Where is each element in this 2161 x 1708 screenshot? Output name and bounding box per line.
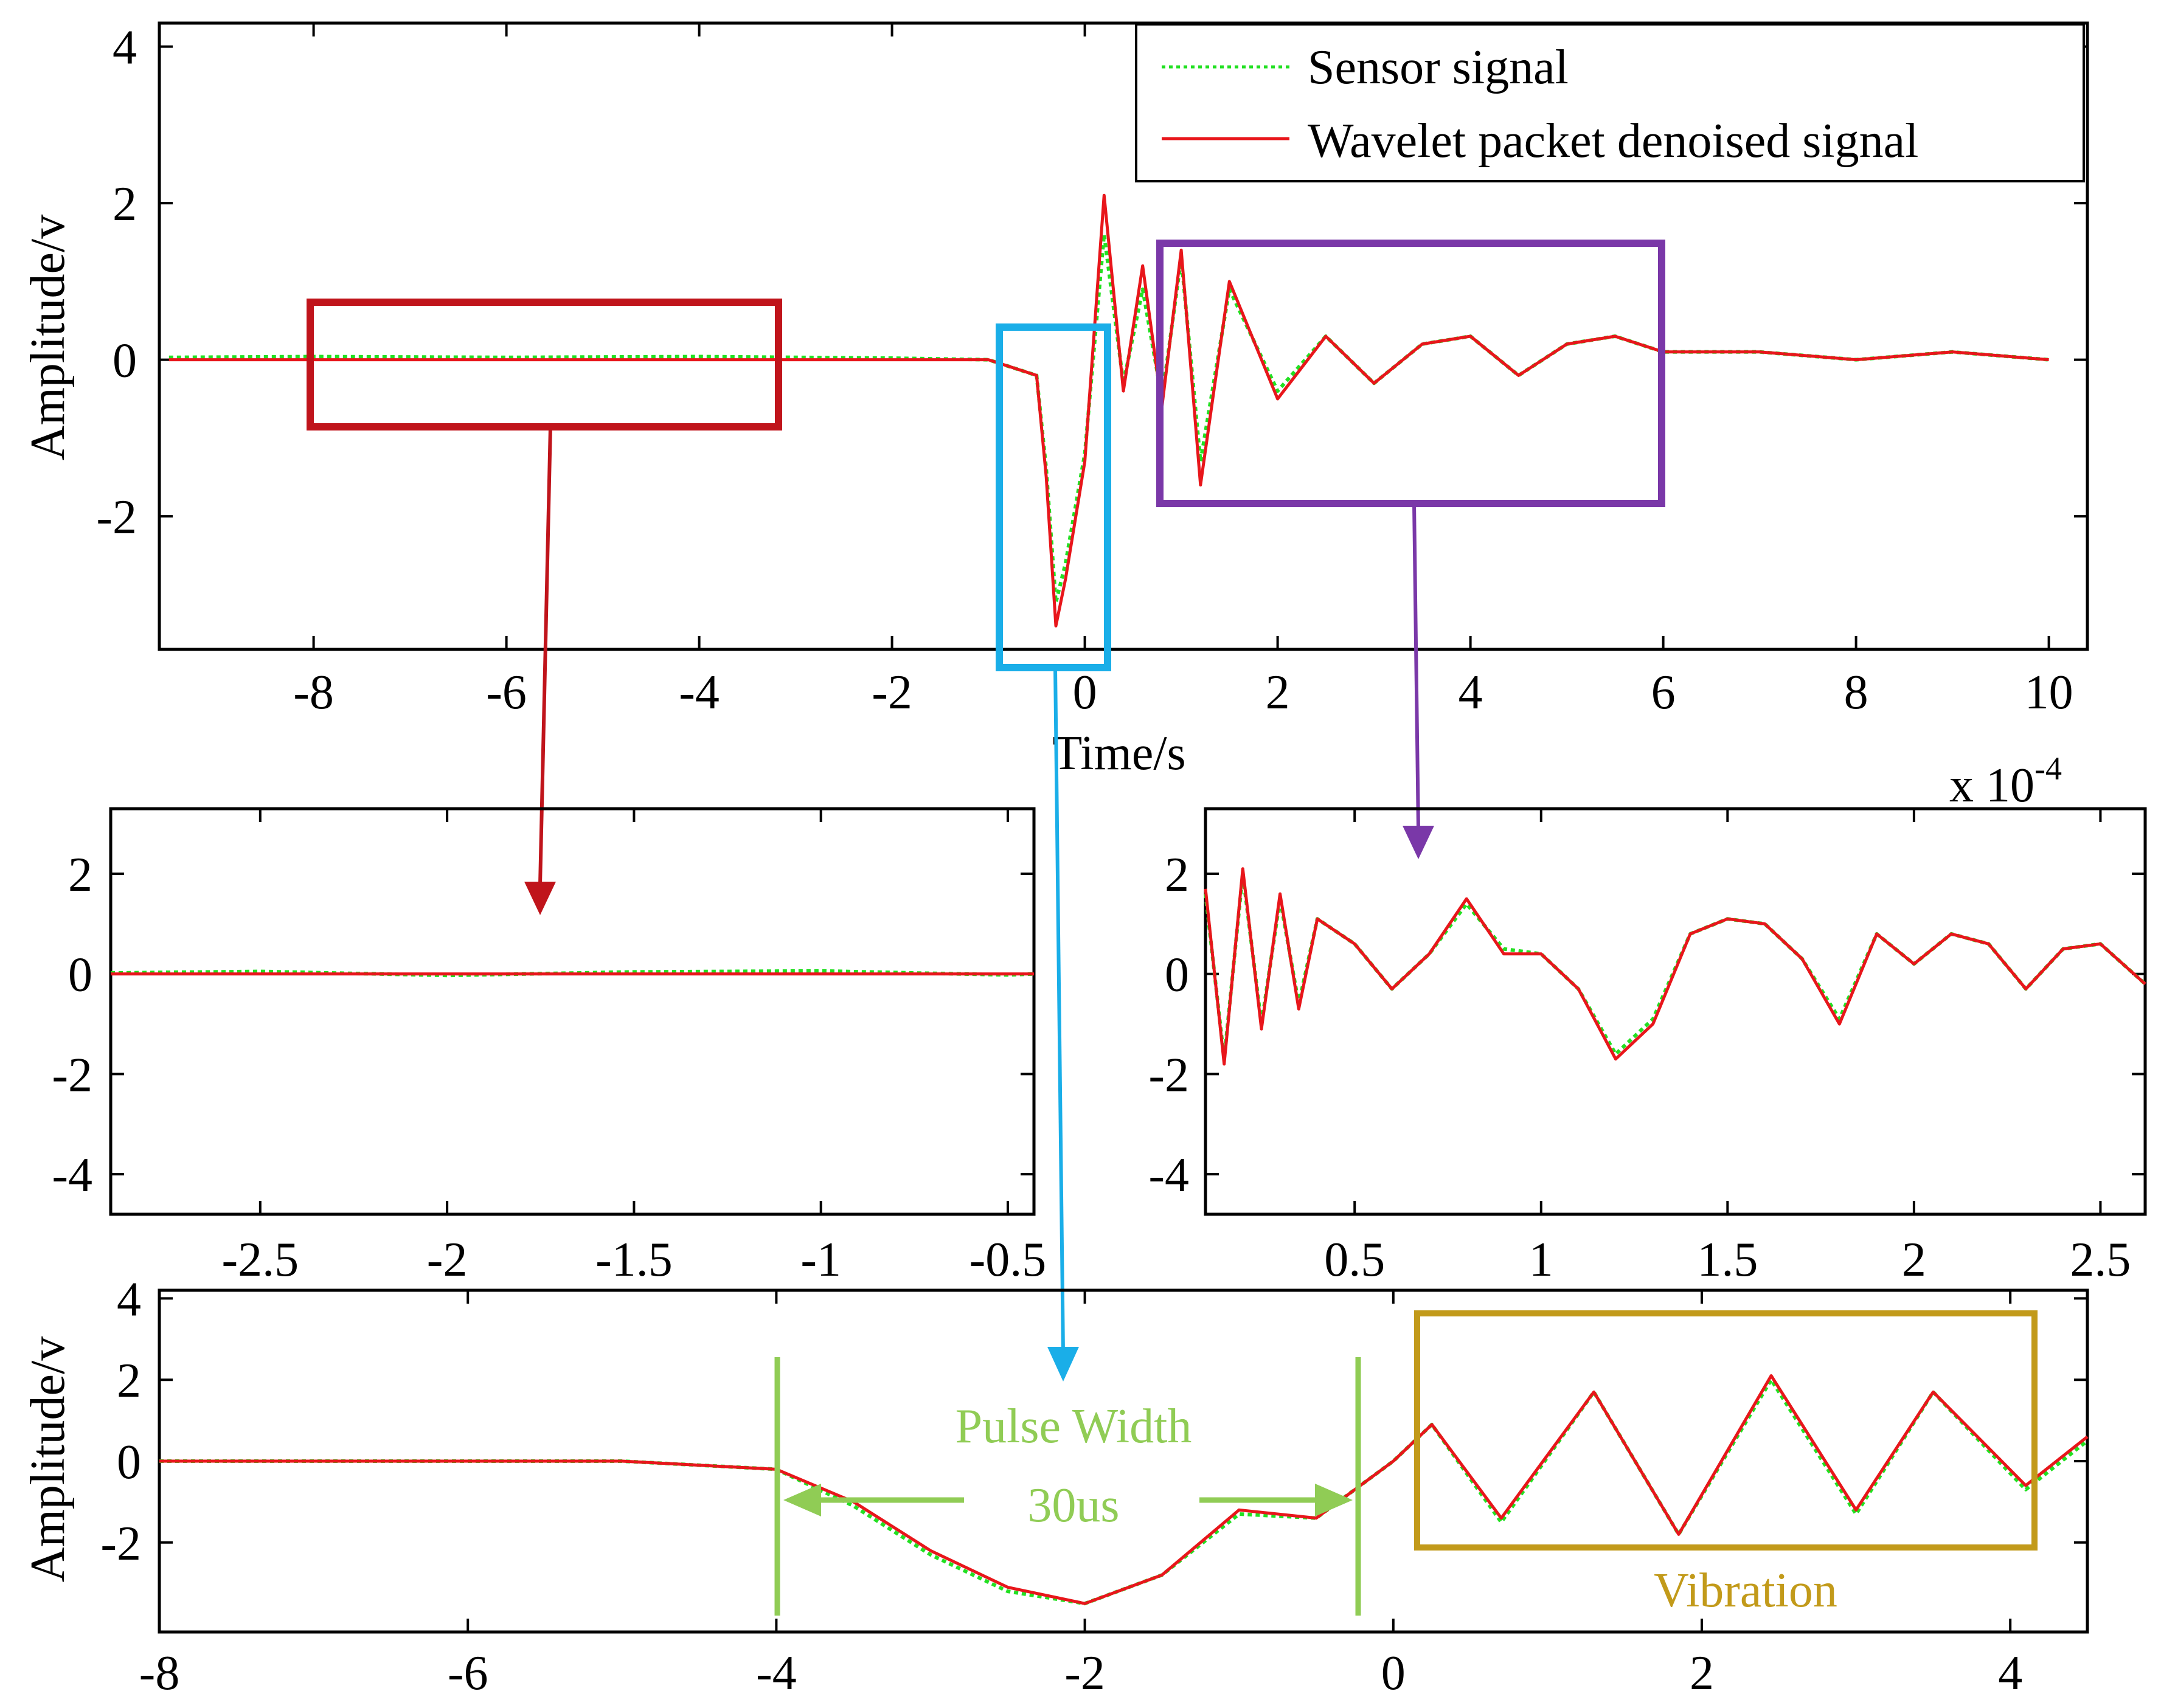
main-y-tick-label: 0 bbox=[113, 334, 137, 388]
zoomR-x-tick-label: 2 bbox=[1902, 1233, 1926, 1287]
zoomR-x-tick-label: 0.5 bbox=[1324, 1233, 1385, 1287]
highlight-box-oscillation bbox=[1156, 240, 1665, 507]
pulse-y-tick-label: -2 bbox=[100, 1517, 141, 1571]
zoomR-y-tick-label: 0 bbox=[1165, 949, 1189, 1002]
zoomL-x-tick-label: -1 bbox=[800, 1233, 841, 1287]
zoomL-x-tick-label: -2.5 bbox=[222, 1233, 299, 1287]
zoomR-x-tick-label: 2.5 bbox=[2070, 1233, 2131, 1287]
zoomR-x-tick-label: 1.5 bbox=[1697, 1233, 1758, 1287]
legend-denoised-label: Wavelet packet denoised signal bbox=[1308, 114, 1918, 168]
main-x-tick-label: 8 bbox=[1844, 666, 1868, 719]
zoomL-y-tick-label: -2 bbox=[52, 1048, 92, 1102]
pulse-series-denoised bbox=[159, 1374, 2089, 1605]
arrow-oscillation-head bbox=[1403, 826, 1434, 859]
pulse-y-label: Amplitude/v bbox=[21, 1336, 75, 1582]
pulse-width-label: Pulse Width bbox=[956, 1400, 1192, 1453]
zoomR-y-tick-label: -2 bbox=[1148, 1048, 1189, 1102]
arrow-oscillation-line bbox=[1412, 503, 1420, 831]
highlight-box-noise bbox=[307, 299, 782, 430]
highlight-box-pulse bbox=[996, 323, 1111, 671]
zoomR-y-tick-label: 2 bbox=[1165, 848, 1189, 902]
main-y-tick-label: 2 bbox=[113, 178, 137, 231]
zoom-left-frame bbox=[109, 807, 1036, 1216]
main-x-tick-label: -6 bbox=[486, 666, 527, 719]
pulse-x-tick-label: 2 bbox=[1690, 1647, 1714, 1700]
pulse-x-tick-label: -2 bbox=[1064, 1647, 1105, 1700]
zoomL-y-tick-label: -4 bbox=[52, 1149, 92, 1202]
pulse-series-sensor bbox=[159, 1378, 2089, 1606]
pulse-y-tick-label: 4 bbox=[117, 1273, 141, 1326]
main-x-tick-label: 6 bbox=[1651, 666, 1676, 719]
pulse-x-tick-label: -4 bbox=[756, 1647, 797, 1700]
main-x-tick-label: 0 bbox=[1073, 666, 1097, 719]
pulse-chart: -8 -6 -4 -2 0 2 4 -2 0 2 4 Amplitude/v Pulse Width… bbox=[21, 1273, 2089, 1700]
main-plot-frame bbox=[158, 21, 2089, 651]
zoomR-x-tick-label: 1 bbox=[1529, 1233, 1553, 1287]
pulse-x-tick-label: -8 bbox=[139, 1647, 180, 1700]
arrow-pulse-line bbox=[1053, 667, 1065, 1354]
zoom-right-frame bbox=[1204, 807, 2147, 1216]
main-x-label: Time/s bbox=[1052, 727, 1185, 780]
zoom-left-chart: -2.5 -2 -1.5 -1 -0.5 -4 -2 0 2 bbox=[52, 807, 1047, 1287]
main-y-tick-label: -2 bbox=[96, 491, 137, 544]
main-x-tick-label: 4 bbox=[1459, 666, 1483, 719]
zoomR-series-denoised bbox=[1204, 867, 2146, 1066]
pulse-y-tick-label: 2 bbox=[117, 1354, 141, 1408]
zoom-right-multiplier: x 10-4 bbox=[1949, 750, 2062, 812]
pulse-width-value: 30us bbox=[1027, 1479, 1119, 1532]
main-x-tick-label: 10 bbox=[2025, 666, 2073, 719]
main-x-tick-label: -8 bbox=[293, 666, 334, 719]
zoomL-x-tick-label: -1.5 bbox=[595, 1233, 673, 1287]
zoomL-y-tick-label: 0 bbox=[68, 949, 92, 1002]
pulse-y-tick-label: 0 bbox=[117, 1436, 141, 1489]
zoom-right-chart: 0.5 1 1.5 2 2.5 -4 -2 0 2 x 10-4 bbox=[1148, 750, 2147, 1287]
main-x-tick-label: -4 bbox=[679, 666, 720, 719]
main-y-label: Amplitude/v bbox=[21, 215, 75, 460]
main-x-tick-label: 2 bbox=[1266, 666, 1290, 719]
pulse-x-tick-label: 4 bbox=[1998, 1647, 2022, 1700]
pulse-arrow-right-head bbox=[1315, 1484, 1353, 1516]
main-x-tick-label: -2 bbox=[872, 666, 912, 719]
main-series-denoised bbox=[168, 193, 2049, 628]
legend: Sensor signal Wavelet packet denoised si… bbox=[1135, 23, 2085, 182]
zoomL-x-tick-label: -2 bbox=[427, 1233, 468, 1287]
zoomL-x-tick-label: -0.5 bbox=[970, 1233, 1047, 1287]
pulse-x-tick-label: -6 bbox=[448, 1647, 488, 1700]
legend-box bbox=[1135, 23, 2085, 182]
zoomL-y-tick-label: 2 bbox=[68, 848, 92, 902]
pulse-x-tick-label: 0 bbox=[1381, 1647, 1406, 1700]
legend-sensor-label: Sensor signal bbox=[1308, 41, 1569, 94]
vibration-label: Vibration bbox=[1654, 1564, 1837, 1617]
zoomR-y-tick-label: -4 bbox=[1148, 1149, 1189, 1202]
pulse-arrow-left-head bbox=[783, 1484, 821, 1516]
vibration-box bbox=[1414, 1310, 2038, 1551]
main-y-tick-label: 4 bbox=[113, 21, 137, 75]
arrow-pulse-head bbox=[1047, 1347, 1079, 1381]
arrow-noise-head bbox=[524, 882, 556, 915]
